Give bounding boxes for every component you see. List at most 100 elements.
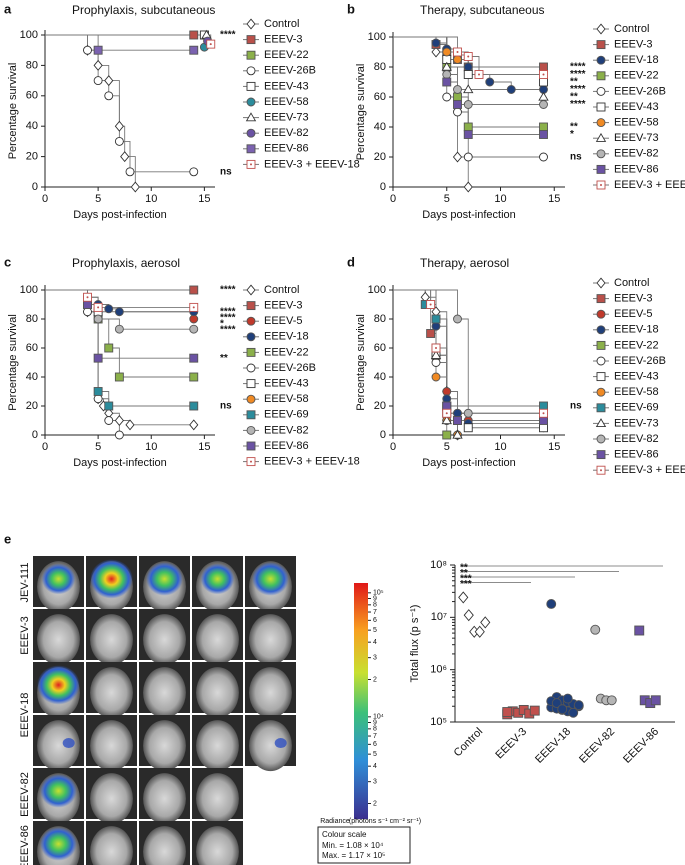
legend-label: EEEV-82 <box>264 127 309 139</box>
legend-marker <box>595 418 607 428</box>
marker <box>114 136 124 146</box>
y-tick-label: 0 <box>380 429 386 441</box>
marker <box>463 152 473 162</box>
y-tick-label: 10⁶ <box>430 664 447 676</box>
marker <box>104 304 114 314</box>
legend-label: EEEV-43 <box>264 378 309 390</box>
marker-dot <box>86 296 89 299</box>
colorbar-tick-label: 5 <box>373 627 377 634</box>
x-tick-label: 0 <box>42 193 48 205</box>
y-tick-label: 10⁷ <box>431 611 447 623</box>
mouse-head <box>90 826 133 865</box>
y-tick-label: 10⁵ <box>430 716 447 728</box>
y-tick-label: 0 <box>380 181 386 193</box>
y-tick-label: 20 <box>26 400 38 412</box>
legend-label: EEEV-43 <box>264 80 309 92</box>
legend-marker <box>596 23 606 35</box>
legend-marker <box>596 325 606 335</box>
significance-label: **** <box>220 30 236 41</box>
legend-marker <box>245 112 257 122</box>
step-line <box>45 34 194 173</box>
signal <box>90 559 133 599</box>
signal <box>200 563 235 595</box>
marker <box>463 423 473 433</box>
chart-title: Prophylaxis, aerosol <box>72 256 180 270</box>
legend-marker <box>596 86 606 96</box>
x-tick-label: 15 <box>548 193 560 205</box>
legend-label: EEEV-73 <box>614 417 659 429</box>
x-axis-label: Days post-infection <box>422 457 516 469</box>
legend-label: EEEV-18 <box>614 324 659 336</box>
marker <box>93 314 103 324</box>
y-tick-label: 40 <box>26 371 38 383</box>
significance-label: **** <box>570 84 586 95</box>
legend-label: EEEV-43 <box>614 101 659 113</box>
marker-dot <box>429 303 432 306</box>
marker <box>650 695 661 706</box>
marker <box>463 609 474 622</box>
legend-label: EEEV-26B <box>614 355 666 367</box>
legend-label: EEEV-86 <box>264 143 309 155</box>
marker <box>104 401 114 411</box>
marker <box>634 625 645 636</box>
y-tick-label: 40 <box>374 371 386 383</box>
legend-marker <box>596 294 606 304</box>
marker <box>539 62 548 72</box>
marker <box>120 151 130 163</box>
marker <box>189 45 199 55</box>
signal <box>62 738 75 749</box>
legend-marker <box>596 387 606 397</box>
panel-letter: c <box>4 254 11 269</box>
marker <box>539 122 548 132</box>
marker <box>562 693 573 704</box>
colour-scale-title: Colour scale <box>322 830 367 839</box>
colorbar-tick-label: 10⁵ <box>373 590 384 597</box>
marker-dot <box>542 412 545 415</box>
y-axis-label: Percentage survival <box>7 63 19 160</box>
y-tick-label: 60 <box>26 90 38 102</box>
legend-marker <box>246 81 256 91</box>
marker <box>463 130 473 139</box>
marker <box>539 77 548 87</box>
mouse-head <box>249 667 292 719</box>
marker <box>93 353 103 363</box>
marker <box>114 120 124 132</box>
signal <box>41 563 76 595</box>
x-tick-label: 0 <box>390 193 396 205</box>
significance-label: ns <box>220 166 232 177</box>
marker <box>189 167 199 177</box>
legend-label: EEEV-73 <box>614 132 659 144</box>
chart-title: Therapy, aerosol <box>420 256 509 270</box>
marker-dot <box>542 73 545 76</box>
legend-marker <box>246 316 256 326</box>
colorbar-tick-label: 9 <box>373 595 377 602</box>
marker <box>104 343 114 353</box>
legend-label: EEEV-58 <box>264 96 309 108</box>
significance-label: **** <box>570 99 586 110</box>
mouse-head <box>90 614 133 666</box>
legend-marker <box>596 55 606 65</box>
marker <box>453 416 462 425</box>
marker <box>442 401 452 411</box>
x-tick-label: EEEV-3 <box>493 726 529 762</box>
marker-dot <box>445 412 448 415</box>
marker <box>502 707 513 717</box>
marker <box>463 84 474 94</box>
marker <box>539 130 548 139</box>
marker <box>189 419 199 431</box>
marker <box>442 92 452 102</box>
signal <box>40 774 77 808</box>
mouse-head <box>196 720 239 772</box>
legend-marker <box>596 164 606 174</box>
legend-label: EEEV-26B <box>264 362 316 374</box>
mouse-head <box>196 826 239 865</box>
significance-label: **** <box>220 324 236 335</box>
y-tick-label: 40 <box>374 121 386 133</box>
chart-title: Prophylaxis, subcutaneous <box>72 3 215 17</box>
marker <box>430 349 442 359</box>
legend-label: EEEV-22 <box>264 49 309 61</box>
marker <box>463 62 473 72</box>
significance-label: ns <box>220 401 232 412</box>
legend-marker <box>246 301 256 311</box>
significance-label: **** <box>570 62 586 73</box>
